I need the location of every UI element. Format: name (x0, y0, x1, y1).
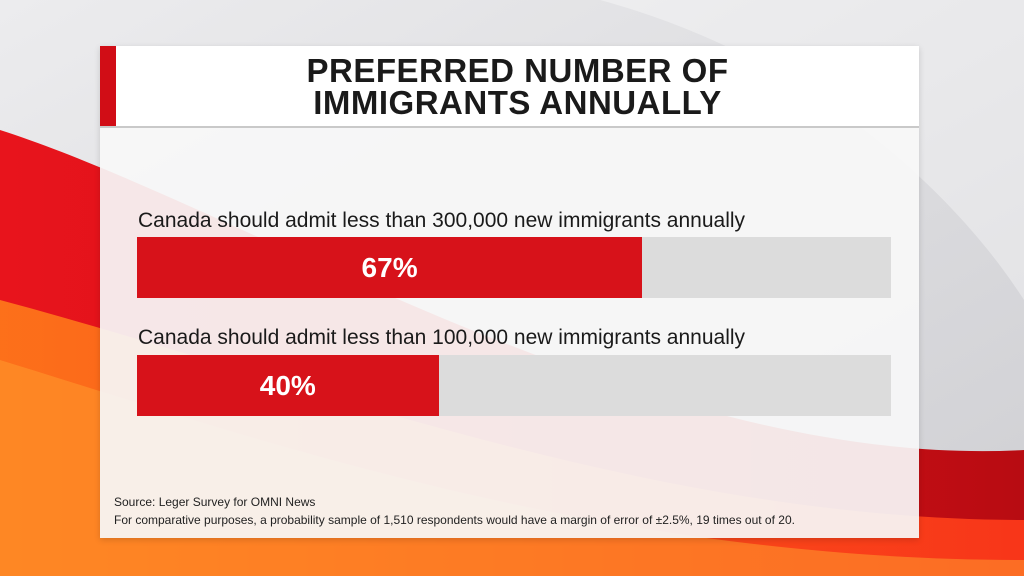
bar-value-label-2: 40% (259, 370, 316, 401)
bar-track-2: 40% (137, 355, 891, 416)
title-line-2: IMMIGRANTS ANNUALLY (313, 84, 722, 121)
source-note: Source: Leger Survey for OMNI News (114, 495, 316, 509)
title-bar: PREFERRED NUMBER OF IMMIGRANTS ANNUALLY (100, 46, 919, 128)
bar-label-2: Canada should admit less than 100,000 ne… (138, 326, 746, 349)
title-line-1: PREFERRED NUMBER OF (306, 52, 729, 89)
margin-of-error-note: For comparative purposes, a probability … (114, 513, 795, 527)
bar-track-1: 67% (137, 237, 891, 298)
bar-2 (137, 355, 439, 416)
chart-card: PREFERRED NUMBER OF IMMIGRANTS ANNUALLY … (100, 46, 919, 538)
bar-1 (137, 237, 643, 298)
bar-label-1: Canada should admit less than 300,000 ne… (138, 209, 746, 232)
page-title: PREFERRED NUMBER OF IMMIGRANTS ANNUALLY (116, 52, 919, 121)
bar-value-label-1: 67% (361, 252, 418, 283)
title-accent (100, 46, 116, 126)
